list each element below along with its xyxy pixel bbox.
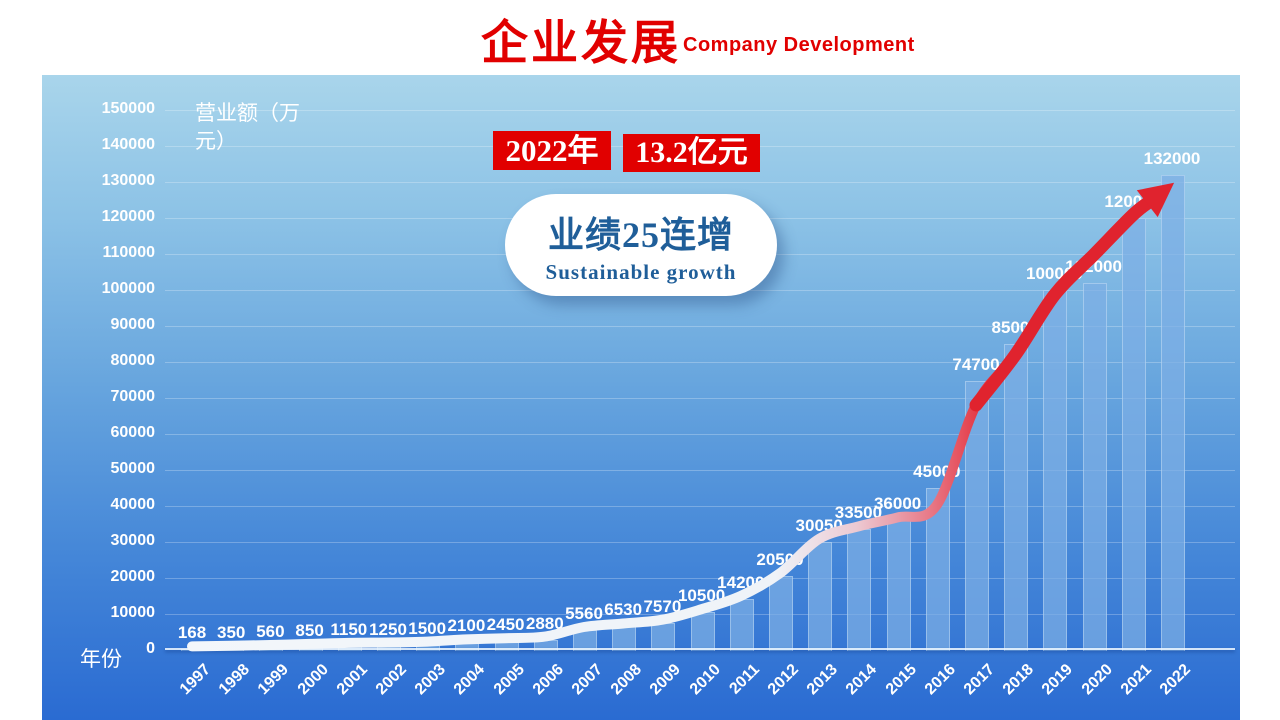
- y-axis-tick: 70000: [110, 388, 156, 405]
- bar-2022: [1161, 174, 1185, 651]
- x-axis-tick: 2018: [1000, 661, 1038, 699]
- gridline: [165, 505, 1235, 507]
- gridline: [165, 469, 1235, 471]
- bar-2015: [886, 520, 911, 651]
- chart-panel: 营业额（万元） 年份 2022年 13.2亿元 业绩25连增 Sustainab…: [42, 75, 1240, 720]
- x-axis-tick: 2021: [1117, 661, 1155, 699]
- bar-value-label: 45000: [913, 462, 961, 481]
- x-axis-tick: 2016: [921, 661, 959, 699]
- x-axis-tick: 2015: [882, 661, 920, 699]
- y-axis-title: 营业额（万元）: [195, 102, 300, 154]
- x-axis-tick: 2005: [490, 661, 528, 699]
- bar-2021: [1121, 218, 1146, 651]
- y-axis-tick: 130000: [101, 172, 155, 189]
- y-axis-tick: 20000: [110, 568, 156, 585]
- bar-2011: [729, 598, 754, 651]
- y-axis-tick: 30000: [110, 532, 156, 549]
- callout-amount-badge: 13.2亿元: [623, 134, 760, 172]
- x-axis-tick: 2002: [372, 661, 411, 699]
- bar-2018: [1004, 344, 1029, 651]
- x-axis-tick: 2017: [960, 661, 999, 699]
- x-axis-tick: 2000: [294, 661, 332, 699]
- callout-year-badge: 2022年: [493, 131, 611, 170]
- x-axis-tick: 2014: [843, 661, 881, 699]
- x-axis-tick: 2011: [726, 661, 763, 698]
- growth-bubble-subtitle: Sustainable growth: [545, 260, 737, 284]
- growth-bubble: 业绩25连增 Sustainable growth: [505, 194, 777, 296]
- y-axis-tick: 140000: [101, 136, 155, 153]
- x-axis-tick: 2008: [608, 661, 646, 699]
- x-axis-tick: 2010: [686, 661, 724, 699]
- gridline: [165, 397, 1235, 399]
- gridline: [165, 433, 1235, 435]
- bar-value-label: 74700: [952, 355, 1000, 375]
- gridline: [165, 109, 1235, 111]
- y-axis-tick: 100000: [101, 280, 155, 297]
- bar-2017: [965, 381, 989, 651]
- page-subtitle: Company Development: [683, 34, 915, 56]
- x-axis-tick: 2013: [804, 661, 842, 699]
- y-axis-tick: 0: [146, 640, 155, 657]
- bar-2019: [1043, 290, 1068, 651]
- y-axis-tick: 60000: [110, 424, 156, 441]
- bar-value-label: 20500: [756, 550, 804, 570]
- bar-2014: [847, 529, 872, 651]
- gridline: [165, 361, 1235, 363]
- y-axis-tick: 110000: [102, 244, 155, 261]
- x-axis-tick: 2019: [1039, 661, 1077, 699]
- y-axis-tick: 150000: [101, 100, 155, 117]
- gridline: [165, 325, 1235, 327]
- bar-value-label: 14200: [717, 572, 765, 592]
- x-axis-title: 年份: [80, 648, 122, 671]
- x-axis-tick: 2012: [764, 661, 803, 699]
- x-axis-tick: 1998: [216, 661, 254, 699]
- x-axis-tick: 2001: [333, 661, 371, 699]
- x-axis-line: [165, 648, 1235, 650]
- y-axis-tick: 10000: [110, 604, 156, 621]
- x-axis-tick: 1999: [255, 661, 293, 699]
- gridline: [165, 541, 1235, 543]
- y-axis-tick: 120000: [101, 208, 155, 225]
- x-axis-tick: 2020: [1078, 661, 1116, 699]
- x-axis-tick: 1997: [176, 661, 215, 699]
- bar-value-label: 85000: [991, 318, 1039, 337]
- gridline: [165, 181, 1235, 183]
- bar-value-label: 102000: [1065, 256, 1122, 276]
- x-axis-tick: 2007: [568, 661, 607, 699]
- bar-2010: [690, 612, 715, 651]
- x-axis-tick: 2022: [1156, 661, 1195, 699]
- x-axis-tick: 2003: [412, 661, 450, 699]
- x-axis-tick: 2006: [529, 661, 567, 699]
- bar-value-label: 36000: [873, 494, 922, 514]
- bar-value-label: 132000: [1143, 148, 1201, 168]
- y-axis-tick: 90000: [110, 316, 156, 333]
- y-axis-tick: 40000: [110, 496, 156, 513]
- x-axis-tick: 2009: [647, 661, 685, 699]
- page-title: 企业发展: [481, 16, 681, 69]
- bar-2009: [651, 622, 676, 651]
- bar-value-label: 120000: [1104, 192, 1162, 211]
- bar-2020: [1082, 282, 1107, 651]
- y-axis-tick: 80000: [110, 352, 156, 369]
- growth-bubble-title: 业绩25连增: [547, 215, 734, 255]
- x-axis-tick: 2004: [451, 661, 489, 699]
- y-axis-tick: 50000: [110, 460, 156, 477]
